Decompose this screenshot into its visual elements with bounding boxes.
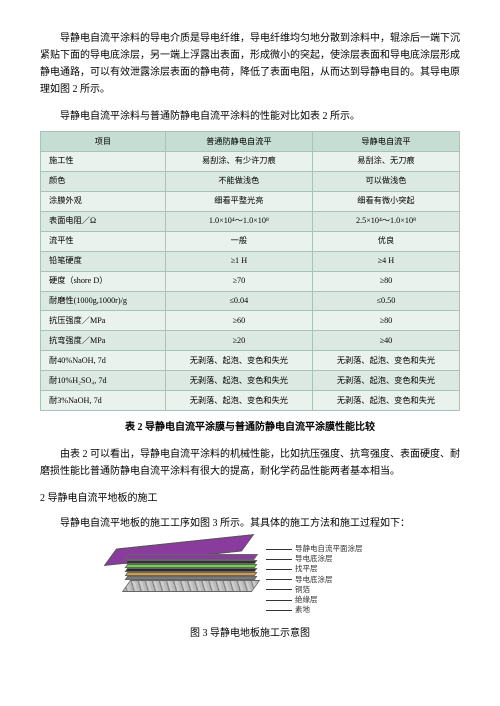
label-copper: 铜箔 xyxy=(294,585,384,595)
row-value: 无剥落、起泡、变色和失光 xyxy=(165,371,312,391)
comparison-table: 项目 普通防静电自流平 导静电自流平 施工性易刮涂、有少许刀痕易刮涂、无刀痕颜色… xyxy=(40,131,460,411)
row-value: ≥80 xyxy=(312,271,459,291)
label-primer2: 导电底涂层 xyxy=(294,575,384,585)
row-label: 耐40%NaOH, 7d xyxy=(41,351,166,371)
table-row: 颜色不能做浅色可以做浅色 xyxy=(41,171,460,191)
analysis-paragraph: 由表 2 可以看出，导静电自流平涂料的机械性能，比如抗压强度、抗弯强度、表面硬度… xyxy=(40,446,460,480)
row-label: 涂膜外观 xyxy=(41,191,166,211)
table-row: 铅笔硬度≥1 H≥4 H xyxy=(41,251,460,271)
row-value: ≥20 xyxy=(165,331,312,351)
row-value: ≥1 H xyxy=(165,251,312,271)
label-leveling: 找平层 xyxy=(294,564,384,574)
row-value: 无剥落、起泡、变色和失光 xyxy=(312,391,459,411)
section-2-title: 2 导静电自流平地板的施工 xyxy=(40,490,460,507)
table-row: 流平性一般优良 xyxy=(41,231,460,251)
row-value: 2.5×10⁴～1.0×10⁸ xyxy=(312,211,459,231)
th-normal: 普通防静电自流平 xyxy=(165,132,312,152)
row-label: 表面电阻／Ω xyxy=(41,211,166,231)
figure-3-caption: 图 3 导静电地板施工示意图 xyxy=(40,625,460,642)
row-label: 耐3%NaOH, 7d xyxy=(41,391,166,411)
row-value: ≥80 xyxy=(312,311,459,331)
diagram-labels: 导静电自流平面涂层 导电底涂层 找平层 导电底涂层 铜箔 绝缘层 素地 xyxy=(294,542,384,615)
row-value: ≤0.04 xyxy=(165,291,312,311)
row-label: 流平性 xyxy=(41,231,166,251)
th-conductive: 导静电自流平 xyxy=(312,132,459,152)
row-label: 颜色 xyxy=(41,171,166,191)
diagram-layers xyxy=(116,542,256,592)
table-row: 耐10%H₂SO₄, 7d无剥落、起泡、变色和失光无剥落、起泡、变色和失光 xyxy=(41,371,460,391)
construction-paragraph: 导静电自流平地板的施工工序如图 3 所示。其具体的施工方法和施工过程如下： xyxy=(40,515,460,532)
row-value: ≥70 xyxy=(165,271,312,291)
row-value: 不能做浅色 xyxy=(165,171,312,191)
row-value: 无剥落、起泡、变色和失光 xyxy=(312,351,459,371)
row-value: 易刮涂、无刀痕 xyxy=(312,151,459,171)
table-row: 抗弯强度／MPa≥20≥40 xyxy=(41,331,460,351)
row-value: 无剥落、起泡、变色和失光 xyxy=(165,391,312,411)
label-topcoat: 导静电自流平面涂层 xyxy=(294,544,384,554)
row-value: 细看有微小突起 xyxy=(312,191,459,211)
row-label: 耐磨性(1000g,1000r)/g xyxy=(41,291,166,311)
row-label: 抗弯强度／MPa xyxy=(41,331,166,351)
row-value: 无剥落、起泡、变色和失光 xyxy=(165,351,312,371)
row-value: 可以做浅色 xyxy=(312,171,459,191)
row-value: 一般 xyxy=(165,231,312,251)
table-row: 耐40%NaOH, 7d无剥落、起泡、变色和失光无剥落、起泡、变色和失光 xyxy=(41,351,460,371)
row-value: ≥60 xyxy=(165,311,312,331)
intro-paragraph-2: 导静电自流平涂料与普通防静电自流平涂料的性能对比如表 2 所示。 xyxy=(40,108,460,125)
label-insulation: 绝缘层 xyxy=(294,595,384,605)
construction-diagram: 导静电自流平面涂层 导电底涂层 找平层 导电底涂层 铜箔 绝缘层 素地 xyxy=(40,542,460,615)
intro-paragraph-1: 导静电自流平涂料的导电介质是导电纤维，导电纤维均匀地分散到涂料中，辊涂后一端下沉… xyxy=(40,30,460,98)
row-value: 1.0×10⁴～1.0×10⁸ xyxy=(165,211,312,231)
table-row: 涂膜外观细看平整光亮细看有微小突起 xyxy=(41,191,460,211)
row-value: 细看平整光亮 xyxy=(165,191,312,211)
label-primer1: 导电底涂层 xyxy=(294,554,384,564)
table-row: 抗压强度／MPa≥60≥80 xyxy=(41,311,460,331)
row-value: 优良 xyxy=(312,231,459,251)
th-item: 项目 xyxy=(41,132,166,152)
row-label: 耐10%H₂SO₄, 7d xyxy=(41,371,166,391)
row-value: ≥40 xyxy=(312,331,459,351)
table-row: 施工性易刮涂、有少许刀痕易刮涂、无刀痕 xyxy=(41,151,460,171)
row-value: ≤0.50 xyxy=(312,291,459,311)
row-label: 硬度（shore D） xyxy=(41,271,166,291)
row-label: 抗压强度／MPa xyxy=(41,311,166,331)
row-value: 无剥落、起泡、变色和失光 xyxy=(312,371,459,391)
table-caption: 表 2 导静电自流平涂膜与普通防静电自流平涂膜性能比较 xyxy=(40,419,460,436)
table-row: 耐磨性(1000g,1000r)/g≤0.04≤0.50 xyxy=(41,291,460,311)
label-base: 素地 xyxy=(294,605,384,615)
table-row: 表面电阻／Ω1.0×10⁴～1.0×10⁸2.5×10⁴～1.0×10⁸ xyxy=(41,211,460,231)
row-label: 施工性 xyxy=(41,151,166,171)
row-value: 易刮涂、有少许刀痕 xyxy=(165,151,312,171)
row-label: 铅笔硬度 xyxy=(41,251,166,271)
row-value: ≥4 H xyxy=(312,251,459,271)
table-row: 耐3%NaOH, 7d无剥落、起泡、变色和失光无剥落、起泡、变色和失光 xyxy=(41,391,460,411)
layer-base xyxy=(122,580,260,592)
table-row: 硬度（shore D）≥70≥80 xyxy=(41,271,460,291)
